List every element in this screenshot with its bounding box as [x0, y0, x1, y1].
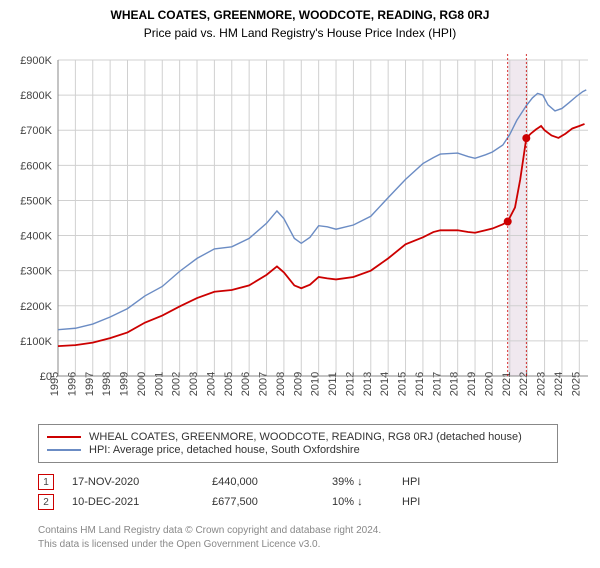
- svg-text:1996: 1996: [66, 372, 78, 396]
- transaction-list: 1 17-NOV-2020 £440,000 39% ↓ HPI 2 10-DE…: [38, 470, 558, 514]
- legend: WHEAL COATES, GREENMORE, WOODCOTE, READI…: [38, 424, 558, 463]
- svg-text:1997: 1997: [84, 372, 96, 396]
- legend-item-property: WHEAL COATES, GREENMORE, WOODCOTE, READI…: [47, 431, 549, 443]
- transaction-pct-2: 10% ↓: [332, 496, 402, 508]
- transaction-sub-2: HPI: [402, 496, 420, 508]
- svg-text:2013: 2013: [362, 372, 374, 396]
- svg-text:2007: 2007: [258, 372, 270, 396]
- svg-text:2022: 2022: [518, 372, 530, 396]
- svg-text:1995: 1995: [49, 372, 61, 396]
- copyright-footer: Contains HM Land Registry data © Crown c…: [38, 524, 558, 552]
- transaction-row-2: 2 10-DEC-2021 £677,500 10% ↓ HPI: [38, 494, 558, 510]
- page-title: WHEAL COATES, GREENMORE, WOODCOTE, READI…: [0, 8, 600, 22]
- svg-text:£600K: £600K: [20, 160, 52, 172]
- legend-label-hpi: HPI: Average price, detached house, Sout…: [89, 444, 360, 456]
- svg-text:2009: 2009: [292, 372, 304, 396]
- price-chart: £0£100K£200K£300K£400K£500K£600K£700K£80…: [6, 54, 594, 418]
- legend-swatch-property: [47, 436, 81, 438]
- svg-text:2020: 2020: [483, 372, 495, 396]
- svg-text:2006: 2006: [240, 372, 252, 396]
- transaction-date-1: 17-NOV-2020: [72, 476, 212, 488]
- svg-text:2015: 2015: [397, 372, 409, 396]
- svg-text:£700K: £700K: [20, 125, 52, 137]
- svg-text:2025: 2025: [570, 372, 582, 396]
- svg-text:£300K: £300K: [20, 266, 52, 278]
- transaction-row-1: 1 17-NOV-2020 £440,000 39% ↓ HPI: [38, 474, 558, 490]
- legend-swatch-hpi: [47, 449, 81, 451]
- svg-text:1999: 1999: [119, 372, 131, 396]
- transaction-marker-2: 2: [38, 494, 54, 510]
- svg-text:1998: 1998: [101, 372, 113, 396]
- svg-text:2014: 2014: [379, 372, 391, 396]
- svg-text:2008: 2008: [275, 372, 287, 396]
- svg-text:2010: 2010: [310, 372, 322, 396]
- footer-line2: This data is licensed under the Open Gov…: [38, 538, 558, 552]
- transaction-price-2: £677,500: [212, 496, 332, 508]
- svg-text:£200K: £200K: [20, 301, 52, 313]
- svg-text:2023: 2023: [536, 372, 548, 396]
- svg-text:2016: 2016: [414, 372, 426, 396]
- transaction-date-2: 10-DEC-2021: [72, 496, 212, 508]
- legend-item-hpi: HPI: Average price, detached house, Sout…: [47, 444, 549, 456]
- legend-label-property: WHEAL COATES, GREENMORE, WOODCOTE, READI…: [89, 431, 522, 443]
- svg-text:£400K: £400K: [20, 231, 52, 243]
- footer-line1: Contains HM Land Registry data © Crown c…: [38, 524, 558, 538]
- svg-text:2005: 2005: [223, 372, 235, 396]
- svg-text:2001: 2001: [153, 372, 165, 396]
- transaction-marker-1: 1: [38, 474, 54, 490]
- transaction-price-1: £440,000: [212, 476, 332, 488]
- svg-text:2012: 2012: [344, 372, 356, 396]
- svg-text:2024: 2024: [553, 372, 565, 396]
- svg-text:£800K: £800K: [20, 90, 52, 102]
- transaction-pct-1: 39% ↓: [332, 476, 402, 488]
- svg-text:2018: 2018: [449, 372, 461, 396]
- svg-text:2000: 2000: [136, 372, 148, 396]
- svg-text:£100K: £100K: [20, 336, 52, 348]
- svg-text:2021: 2021: [501, 372, 513, 396]
- svg-text:2019: 2019: [466, 372, 478, 396]
- svg-text:£900K: £900K: [20, 55, 52, 67]
- svg-text:£500K: £500K: [20, 195, 52, 207]
- svg-text:2002: 2002: [171, 372, 183, 396]
- svg-text:2017: 2017: [431, 372, 443, 396]
- page-subtitle: Price paid vs. HM Land Registry's House …: [0, 26, 600, 40]
- transaction-sub-1: HPI: [402, 476, 420, 488]
- svg-text:2004: 2004: [205, 372, 217, 396]
- svg-text:2003: 2003: [188, 372, 200, 396]
